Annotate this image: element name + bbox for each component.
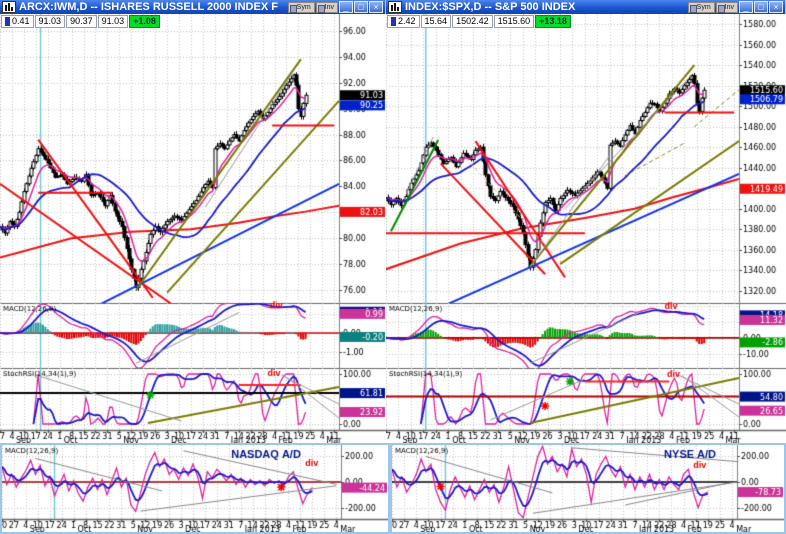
- chart-canvas-nyse-ad[interactable]: [392, 445, 784, 532]
- window-title: ARCX:IWM,D -- ISHARES RUSSELL 2000 INDEX…: [19, 1, 278, 13]
- quote-marker: [391, 17, 396, 26]
- maximize-button[interactable]: □: [754, 1, 768, 13]
- chart-window-nyse-ad: [390, 443, 786, 534]
- chart-window-iwm: ARCX:IWM,D -- ISHARES RUSSELL 2000 INDEX…: [0, 0, 386, 443]
- quote-high: 15.64: [420, 15, 452, 28]
- chart-window-nasdaq-ad: [0, 443, 390, 534]
- quote-change-badge: +13.18: [535, 15, 571, 28]
- inv-button[interactable]: Inv: [715, 1, 738, 13]
- quote-low: 90.37: [66, 15, 97, 28]
- close-button[interactable]: ×: [369, 1, 383, 13]
- quote-row: 0.41 91.03 90.37 91.03 +1.08: [1, 15, 160, 28]
- inv-button[interactable]: Inv: [315, 1, 338, 13]
- quote-change-badge: +1.08: [129, 15, 160, 28]
- chart-canvas-iwm[interactable]: [0, 14, 386, 443]
- chart-window-spx: INDEX:$SPX,D -- S&P 500 INDEX Sym Inv _ …: [386, 0, 786, 443]
- window-titlebar[interactable]: ARCX:IWM,D -- ISHARES RUSSELL 2000 INDEX…: [0, 0, 385, 14]
- quote-open: 2.42: [387, 15, 420, 28]
- maximize-button[interactable]: □: [354, 1, 368, 13]
- quote-last: 1515.60: [493, 15, 535, 28]
- sym-button[interactable]: Sym: [687, 1, 715, 13]
- sym-button[interactable]: Sym: [287, 1, 315, 13]
- window-title: INDEX:$SPX,D -- S&P 500 INDEX: [405, 1, 576, 13]
- close-button[interactable]: ×: [769, 1, 783, 13]
- chart-icon: [2, 1, 16, 13]
- quote-row: 2.42 15.64 1502.42 1515.60 +13.18: [387, 15, 571, 28]
- chart-canvas-nasdaq-ad[interactable]: [2, 445, 388, 532]
- chart-canvas-spx[interactable]: [386, 14, 786, 443]
- quote-open: 0.41: [1, 15, 34, 28]
- chart-icon: [388, 1, 402, 13]
- quote-marker: [5, 17, 10, 26]
- quote-high: 91.03: [34, 15, 66, 28]
- minimize-button[interactable]: _: [739, 1, 753, 13]
- quote-last: 91.03: [97, 15, 129, 28]
- quote-low: 1502.42: [452, 15, 493, 28]
- window-titlebar[interactable]: INDEX:$SPX,D -- S&P 500 INDEX Sym Inv _ …: [386, 0, 785, 14]
- minimize-button[interactable]: _: [339, 1, 353, 13]
